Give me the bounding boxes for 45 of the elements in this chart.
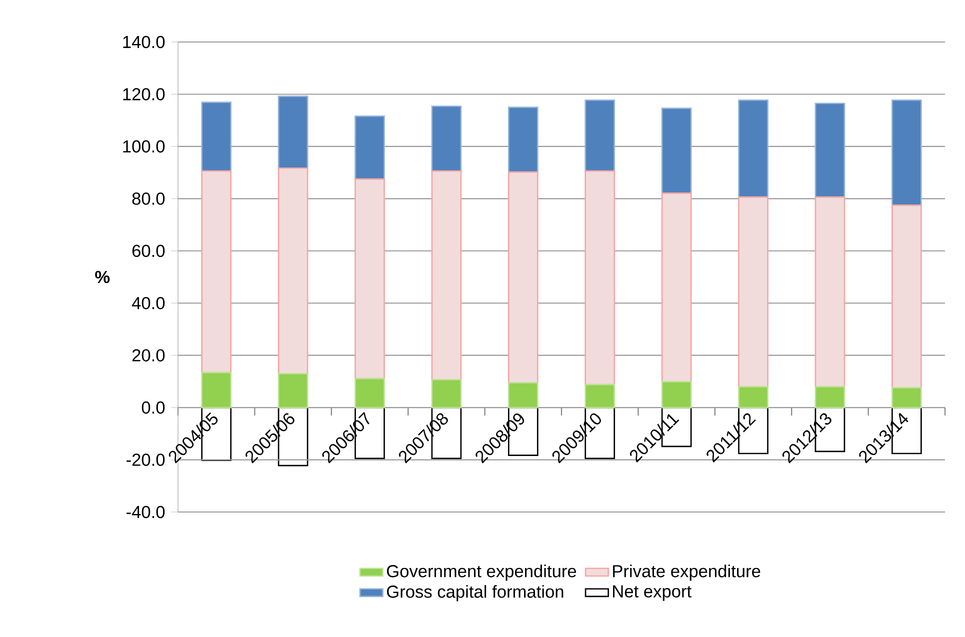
y-tick-label: 140.0 xyxy=(123,36,165,48)
bar xyxy=(814,196,846,388)
bar xyxy=(278,167,308,374)
bar xyxy=(814,102,846,198)
y-tick-label: -20.0 xyxy=(126,454,165,466)
y-tick-label: -40.0 xyxy=(126,506,165,518)
y-tick-label: 20.0 xyxy=(132,349,165,362)
bar xyxy=(278,96,308,169)
bar xyxy=(814,386,846,408)
y-tick-label: 40.0 xyxy=(132,296,165,310)
legend-label: Private expenditure xyxy=(613,564,760,581)
bar xyxy=(354,378,385,408)
bar xyxy=(431,170,462,380)
bar xyxy=(354,115,385,180)
bar xyxy=(738,100,768,198)
bar xyxy=(738,196,768,388)
bar xyxy=(584,170,616,386)
bar xyxy=(891,204,922,388)
bar xyxy=(508,382,538,408)
bar xyxy=(508,106,538,173)
bar xyxy=(891,100,922,206)
bar xyxy=(584,384,616,408)
y-tick-label: 60.0 xyxy=(132,244,165,258)
bar xyxy=(278,372,308,408)
bar xyxy=(661,192,692,382)
bar xyxy=(431,378,462,408)
bar xyxy=(431,106,462,172)
bar xyxy=(201,372,232,408)
legend-label: Net export xyxy=(613,585,692,601)
y-tick-label: 100.0 xyxy=(123,140,165,153)
legend-label: Government expenditure xyxy=(386,564,576,581)
y-tick-label: 80.0 xyxy=(132,192,165,205)
bar xyxy=(201,102,232,172)
bar xyxy=(584,100,616,172)
y-tick-label: 120.0 xyxy=(123,88,165,100)
y-tick-label: 0.0 xyxy=(142,401,165,414)
bar xyxy=(201,170,232,374)
bar xyxy=(891,387,922,408)
bar xyxy=(661,381,692,408)
y-axis-title: % xyxy=(95,270,110,284)
bar xyxy=(661,108,692,194)
legend-label: Gross capital formation xyxy=(386,585,564,602)
bar xyxy=(354,178,385,380)
bar xyxy=(508,171,538,384)
bar xyxy=(738,386,768,408)
